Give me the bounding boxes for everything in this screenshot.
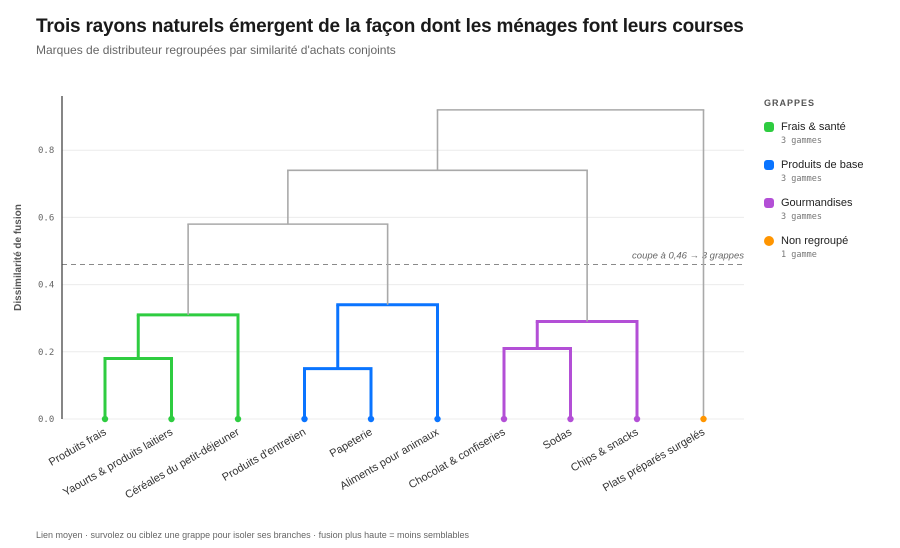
leaf-dot	[168, 415, 175, 423]
legend-swatch-non-regroupe	[764, 236, 774, 246]
legend-item-non-regroupe[interactable]: Non regroupé 1 gamme	[764, 234, 894, 272]
legend-item-frais-sante[interactable]: Frais & santé 3 gammes	[764, 120, 894, 158]
leaf-dot	[367, 415, 375, 423]
legend-count: 3 gammes	[781, 136, 822, 146]
leaf-dot	[434, 415, 441, 423]
legend-label: Frais & santé	[781, 121, 846, 133]
y-tick-label: 0.8	[38, 146, 54, 156]
leaf-label: Yaourts & produits laitiers	[61, 426, 175, 499]
legend-count: 3 gammes	[781, 174, 822, 184]
leaf-dot	[234, 415, 242, 423]
y-tick-label: 0.4	[38, 281, 54, 291]
leaf-dot	[633, 415, 641, 423]
legend-count: 1 gamme	[781, 250, 817, 260]
y-tick-label: 0.0	[38, 415, 54, 425]
leaf-dot	[500, 415, 508, 423]
leaf-dot	[301, 415, 308, 423]
legend-label: Non regroupé	[781, 235, 849, 247]
page-title: Trois rayons naturels émergent de la faç…	[36, 16, 744, 37]
legend-swatch-gourmandises	[764, 198, 774, 208]
leaf-label: Sodas	[541, 426, 574, 452]
leaf-dot	[700, 415, 707, 423]
y-tick-label: 0.2	[38, 348, 54, 358]
cut-label: coupe à 0,46 → 3 grappes	[632, 250, 744, 261]
legend-label: Gourmandises	[781, 197, 853, 209]
legend-swatch-produits-de-base	[764, 160, 774, 170]
leaf-label: Papeterie	[328, 426, 375, 460]
page-subtitle: Marques de distributeur regroupées par s…	[36, 43, 396, 57]
legend-item-gourmandises[interactable]: Gourmandises 3 gammes	[764, 196, 894, 234]
legend-label: Produits de base	[781, 159, 864, 171]
y-axis-label: Dissimilarité de fusion	[13, 204, 24, 311]
leaf-dot	[101, 415, 109, 423]
legend-swatch-frais-sante	[764, 122, 774, 132]
legend: GRAPPES Frais & santé 3 gammes Produits …	[764, 98, 894, 272]
legend-count: 3 gammes	[781, 212, 822, 222]
legend-item-produits-de-base[interactable]: Produits de base 3 gammes	[764, 158, 894, 196]
y-tick-label: 0.6	[38, 213, 54, 223]
leaf-dot	[567, 415, 574, 423]
legend-title: GRAPPES	[764, 98, 816, 108]
leaf-label: Céréales du petit-déjeuner	[123, 426, 242, 501]
footer-note: Lien moyen · survolez ou ciblez une grap…	[36, 530, 469, 540]
leaf-label: Produits frais	[47, 426, 109, 469]
